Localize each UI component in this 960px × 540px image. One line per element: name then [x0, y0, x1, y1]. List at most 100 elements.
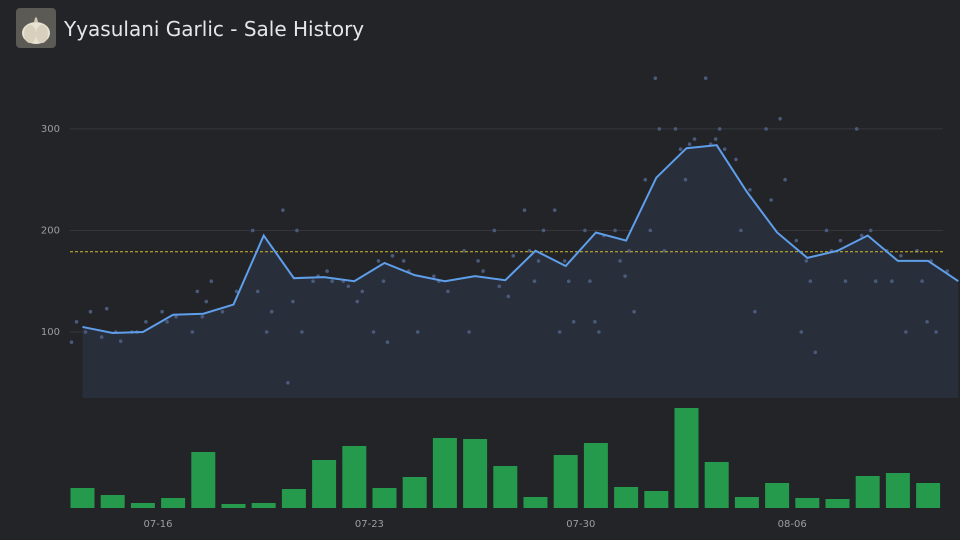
volume-bar: [916, 483, 941, 508]
sale-dot: [904, 330, 908, 334]
y-tick-label: 300: [41, 124, 60, 135]
volume-bar: [130, 503, 155, 508]
y-tick-label: 200: [41, 225, 60, 236]
sale-dot: [813, 350, 818, 355]
sale-dot: [703, 76, 708, 80]
y-tick-label: 100: [41, 327, 60, 338]
volume-bar: [161, 498, 186, 508]
sale-dot: [748, 188, 752, 192]
sale-dot: [854, 127, 859, 131]
sale-dot: [623, 274, 627, 278]
sale-dot: [204, 299, 209, 304]
sale-dot: [476, 259, 480, 263]
volume-bar: [191, 452, 216, 508]
sale-dot: [643, 177, 648, 182]
sale-dot: [497, 284, 502, 289]
sale-dot: [300, 330, 304, 334]
sale-dot: [613, 228, 617, 233]
volume-bar: [523, 497, 548, 508]
sale-dot: [415, 330, 420, 334]
sale-dot: [355, 299, 360, 304]
sale-dot: [190, 330, 195, 334]
sale-dot: [432, 274, 436, 278]
sale-dot: [692, 137, 697, 141]
sale-dot: [371, 330, 376, 334]
volume-bar: [583, 443, 608, 508]
volume-bar: [795, 498, 820, 508]
sale-dot: [571, 320, 576, 324]
sale-dot: [808, 279, 813, 284]
sale-dot: [390, 254, 395, 258]
sale-dot: [360, 289, 365, 294]
sale-dot: [873, 279, 878, 284]
sale-dot: [83, 330, 88, 334]
volume-bar: [704, 462, 729, 508]
volume-bar: [251, 503, 276, 508]
sale-dot: [648, 228, 653, 233]
sale-dot: [195, 289, 200, 294]
sale-dot: [618, 259, 622, 263]
sale-dot: [597, 330, 601, 334]
sale-dot: [764, 127, 768, 131]
sale-dot: [588, 279, 592, 284]
sale-dot: [593, 320, 597, 324]
sale-dot: [532, 279, 537, 284]
sale-dot: [753, 309, 757, 314]
sale-dot: [220, 309, 225, 314]
sale-dot: [868, 228, 873, 233]
sale-dot: [88, 309, 93, 314]
volume-bar: [734, 497, 759, 508]
sale-dot: [522, 208, 527, 212]
sale-dot: [657, 127, 662, 131]
volume-bar: [885, 473, 910, 508]
sale-dot: [209, 279, 214, 284]
sale-dot: [160, 309, 164, 314]
sale-dot: [385, 340, 390, 344]
x-tick-label: 08-06: [778, 519, 807, 530]
volume-bar: [70, 488, 95, 508]
sale-dot: [804, 259, 809, 263]
sale-dot: [824, 228, 829, 233]
x-tick-label: 07-23: [355, 519, 384, 530]
sale-dot: [144, 320, 148, 324]
volume-bar: [463, 439, 488, 508]
sale-dot: [843, 279, 848, 284]
sale-dot: [506, 294, 511, 299]
sale-dot: [325, 269, 329, 273]
price-area: [82, 145, 959, 398]
sale-dot: [934, 330, 938, 334]
sale-dot: [264, 330, 269, 334]
item-icon: [16, 8, 56, 48]
volume-bar: [855, 476, 880, 508]
sale-dot: [69, 340, 74, 344]
sale-dot: [99, 335, 104, 339]
sale-dot: [481, 269, 485, 273]
sale-dot: [291, 299, 295, 304]
sale-dot: [739, 228, 743, 233]
sale-dot: [734, 157, 738, 162]
sale-dot: [799, 330, 804, 334]
sale-dot: [557, 330, 562, 334]
sale-dot: [687, 142, 692, 146]
volume-bar: [221, 504, 246, 508]
sale-dot: [778, 116, 782, 121]
sale-dot: [859, 233, 864, 238]
sale-dot: [673, 127, 678, 131]
sale-dot: [920, 279, 924, 284]
sale-dot: [552, 208, 557, 212]
sale-dot: [269, 309, 274, 314]
sale-dot: [562, 259, 567, 263]
sale-dot: [330, 279, 334, 284]
sale-dot: [286, 380, 290, 385]
volume-bar: [644, 491, 669, 508]
sale-dot: [311, 279, 315, 284]
sale-dot: [769, 198, 773, 202]
sale-dot: [722, 147, 727, 152]
sale-dot: [118, 339, 123, 343]
sale-dot: [566, 279, 571, 284]
sale-dot: [250, 228, 255, 233]
sale-dot: [678, 147, 683, 152]
volume-bar: [432, 438, 457, 508]
sale-dot: [376, 259, 381, 263]
